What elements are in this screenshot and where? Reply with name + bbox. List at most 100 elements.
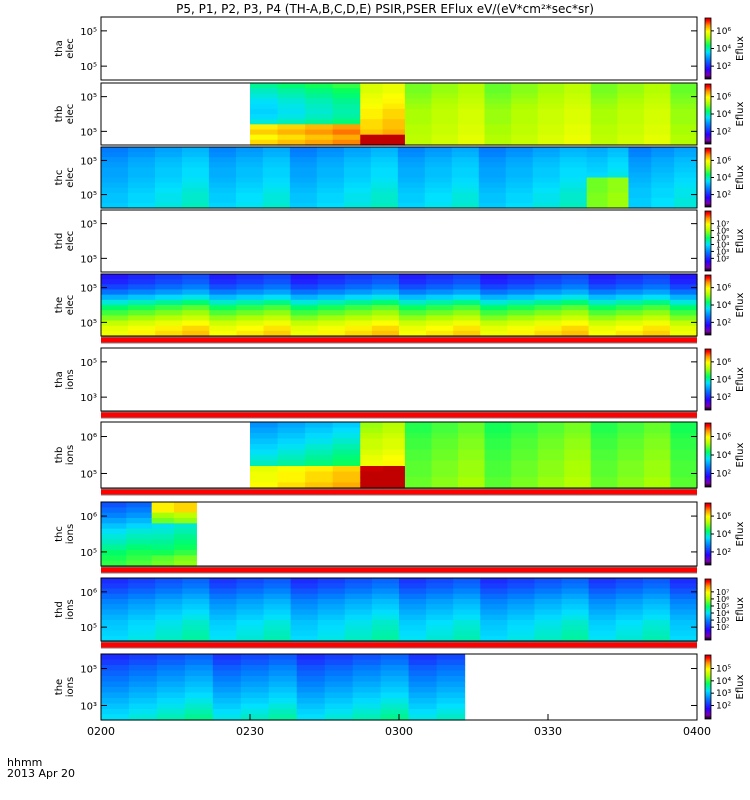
heatmap-cell (101, 604, 129, 611)
heatmap-cell (511, 129, 539, 136)
heatmap-cell (590, 438, 618, 445)
heatmap-cell (643, 466, 672, 473)
heatmap-cell (182, 330, 210, 337)
heatmap-cell (126, 512, 153, 519)
heatmap-cell (184, 703, 214, 710)
heatmap-cell (277, 477, 306, 484)
heatmap-cell (669, 583, 698, 590)
heatmap-cell (537, 98, 565, 105)
heatmap-cell (561, 315, 590, 322)
heatmap-cell (250, 83, 279, 89)
heatmap-cell (484, 449, 512, 456)
heatmap-cell (360, 108, 384, 115)
heatmap-cell (484, 124, 512, 131)
heatmap-cell (431, 422, 459, 429)
heatmap-cell (208, 152, 237, 158)
heatmap-cell (290, 289, 319, 296)
colorbar-tick-label: 10² (716, 254, 729, 263)
heatmap-cell (561, 310, 590, 316)
heatmap-cell (480, 614, 508, 621)
heatmap-cell (352, 676, 382, 683)
heatmap-cell (588, 315, 617, 322)
heatmap-cell (126, 550, 153, 556)
heatmap-cell (382, 114, 406, 120)
heatmap-cell (426, 320, 454, 327)
heatmap-cell (615, 578, 644, 584)
heatmap-cell (277, 108, 306, 115)
heatmap-cell (484, 93, 512, 100)
heatmap-cell (484, 427, 512, 434)
heatmap-cell (505, 182, 534, 189)
heatmap-cell (236, 609, 265, 616)
heatmap-cell (101, 588, 129, 595)
heatmap-cell (332, 444, 361, 451)
heatmap-cell (408, 703, 438, 710)
heatmap-cell (651, 152, 675, 158)
y-label-species: ions (65, 369, 76, 389)
heatmap-cell (431, 466, 459, 473)
heatmap-cell (344, 583, 373, 590)
heatmap-cell (290, 609, 319, 616)
heatmap-cell (317, 330, 346, 337)
heatmap-cell (290, 305, 319, 311)
heatmap-cell (277, 449, 306, 456)
heatmap-cell (101, 583, 129, 590)
heatmap-cell (184, 714, 214, 721)
heatmap-cell (126, 555, 153, 562)
heatmap-cell (669, 635, 698, 642)
heatmap-cell (451, 162, 480, 168)
heatmap-cell (643, 449, 672, 456)
heatmap-cell (505, 192, 534, 199)
heatmap-cell (101, 512, 127, 519)
y-label-probe: thc (54, 526, 65, 542)
heatmap-cell (209, 609, 238, 616)
heatmap-cell (615, 294, 644, 301)
heatmap-cell (209, 635, 238, 642)
heatmap-cell (209, 583, 238, 590)
heatmap-cell (628, 147, 652, 153)
heatmap-cell (507, 305, 536, 311)
colorbar (704, 274, 712, 336)
heatmap-cell (590, 482, 618, 489)
heatmap-cell (371, 609, 400, 616)
heatmap-cell (458, 124, 486, 131)
heatmap-cell (360, 114, 384, 120)
heatmap-cell (268, 665, 298, 672)
heatmap-cell (458, 427, 486, 434)
heatmap-cell (484, 438, 512, 445)
heatmap-cell (590, 83, 618, 89)
y-tick-label: 10⁶ (80, 433, 97, 444)
heatmap-cell (155, 274, 183, 280)
heatmap-cell (343, 197, 372, 204)
heatmap-cell (458, 108, 486, 115)
heatmap-cell (290, 310, 319, 316)
heatmap-cell (564, 455, 592, 462)
y-tick-label: 10⁵ (80, 27, 97, 38)
heatmap-cell (156, 698, 186, 705)
heatmap-cell (236, 330, 265, 337)
heatmap-cell (643, 103, 672, 110)
heatmap-cell (511, 427, 539, 434)
heatmap-cell (184, 698, 214, 705)
heatmap-cell (181, 167, 210, 174)
heatmap-cell (507, 599, 536, 605)
heatmap-cell (305, 93, 334, 100)
heatmap-cell (236, 599, 265, 605)
heatmap-cell (370, 157, 399, 163)
heatmap-cell (451, 152, 480, 158)
heatmap-cell (305, 103, 334, 110)
heatmap-cell (263, 593, 292, 600)
heatmap-cell (360, 98, 384, 105)
heatmap-cell (128, 692, 158, 699)
heatmap-cell (156, 703, 186, 710)
heatmap-cell (262, 177, 291, 184)
heatmap-cell (399, 583, 427, 590)
heatmap-cell (290, 593, 319, 600)
heatmap-cell (507, 588, 536, 595)
heatmap-cell (212, 714, 242, 721)
heatmap-cell (101, 698, 130, 705)
heatmap-cell (615, 625, 644, 632)
colorbar (704, 654, 712, 720)
heatmap-cell (651, 167, 675, 174)
heatmap-cell (263, 588, 292, 595)
